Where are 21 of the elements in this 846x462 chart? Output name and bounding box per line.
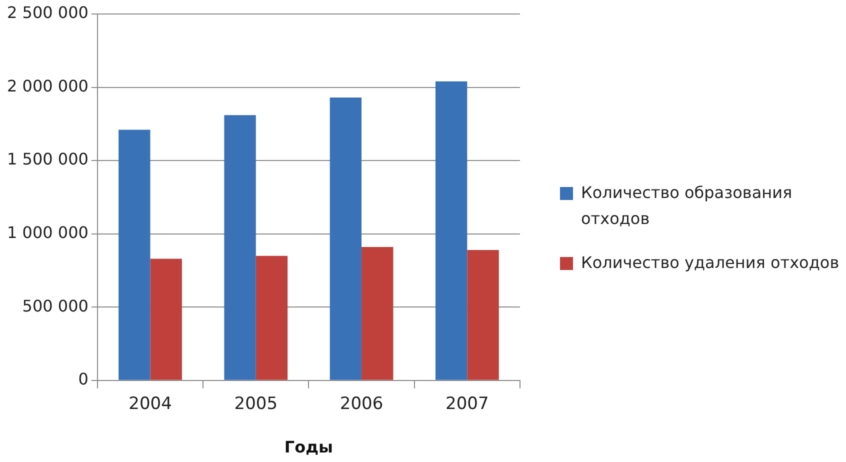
legend-label: Количество образования отходов [581, 182, 794, 230]
bar [467, 250, 499, 380]
y-tick-label: 0 [78, 370, 88, 389]
bar [435, 81, 468, 380]
y-tick-label: 2 000 000 [6, 76, 88, 96]
bar [150, 258, 182, 380]
x-tick-label: 2004 [128, 394, 172, 414]
y-tick-label: 1 000 000 [6, 222, 88, 242]
y-tick-label: 1 500 000 [6, 150, 88, 169]
bar [224, 115, 256, 380]
bar [330, 98, 362, 380]
x-tick-label: 2007 [446, 394, 489, 414]
x-axis-title: Годы [284, 438, 334, 457]
x-tick-label: 2005 [234, 394, 278, 414]
legend-label: Количество удаления отходов [581, 252, 840, 274]
bar [256, 256, 288, 380]
y-tick-label: 2 500 000 [6, 3, 88, 22]
y-tick-label: 500 000 [22, 296, 88, 316]
bar [362, 247, 394, 380]
x-tick-label: 2006 [340, 394, 384, 414]
bar [118, 130, 150, 380]
